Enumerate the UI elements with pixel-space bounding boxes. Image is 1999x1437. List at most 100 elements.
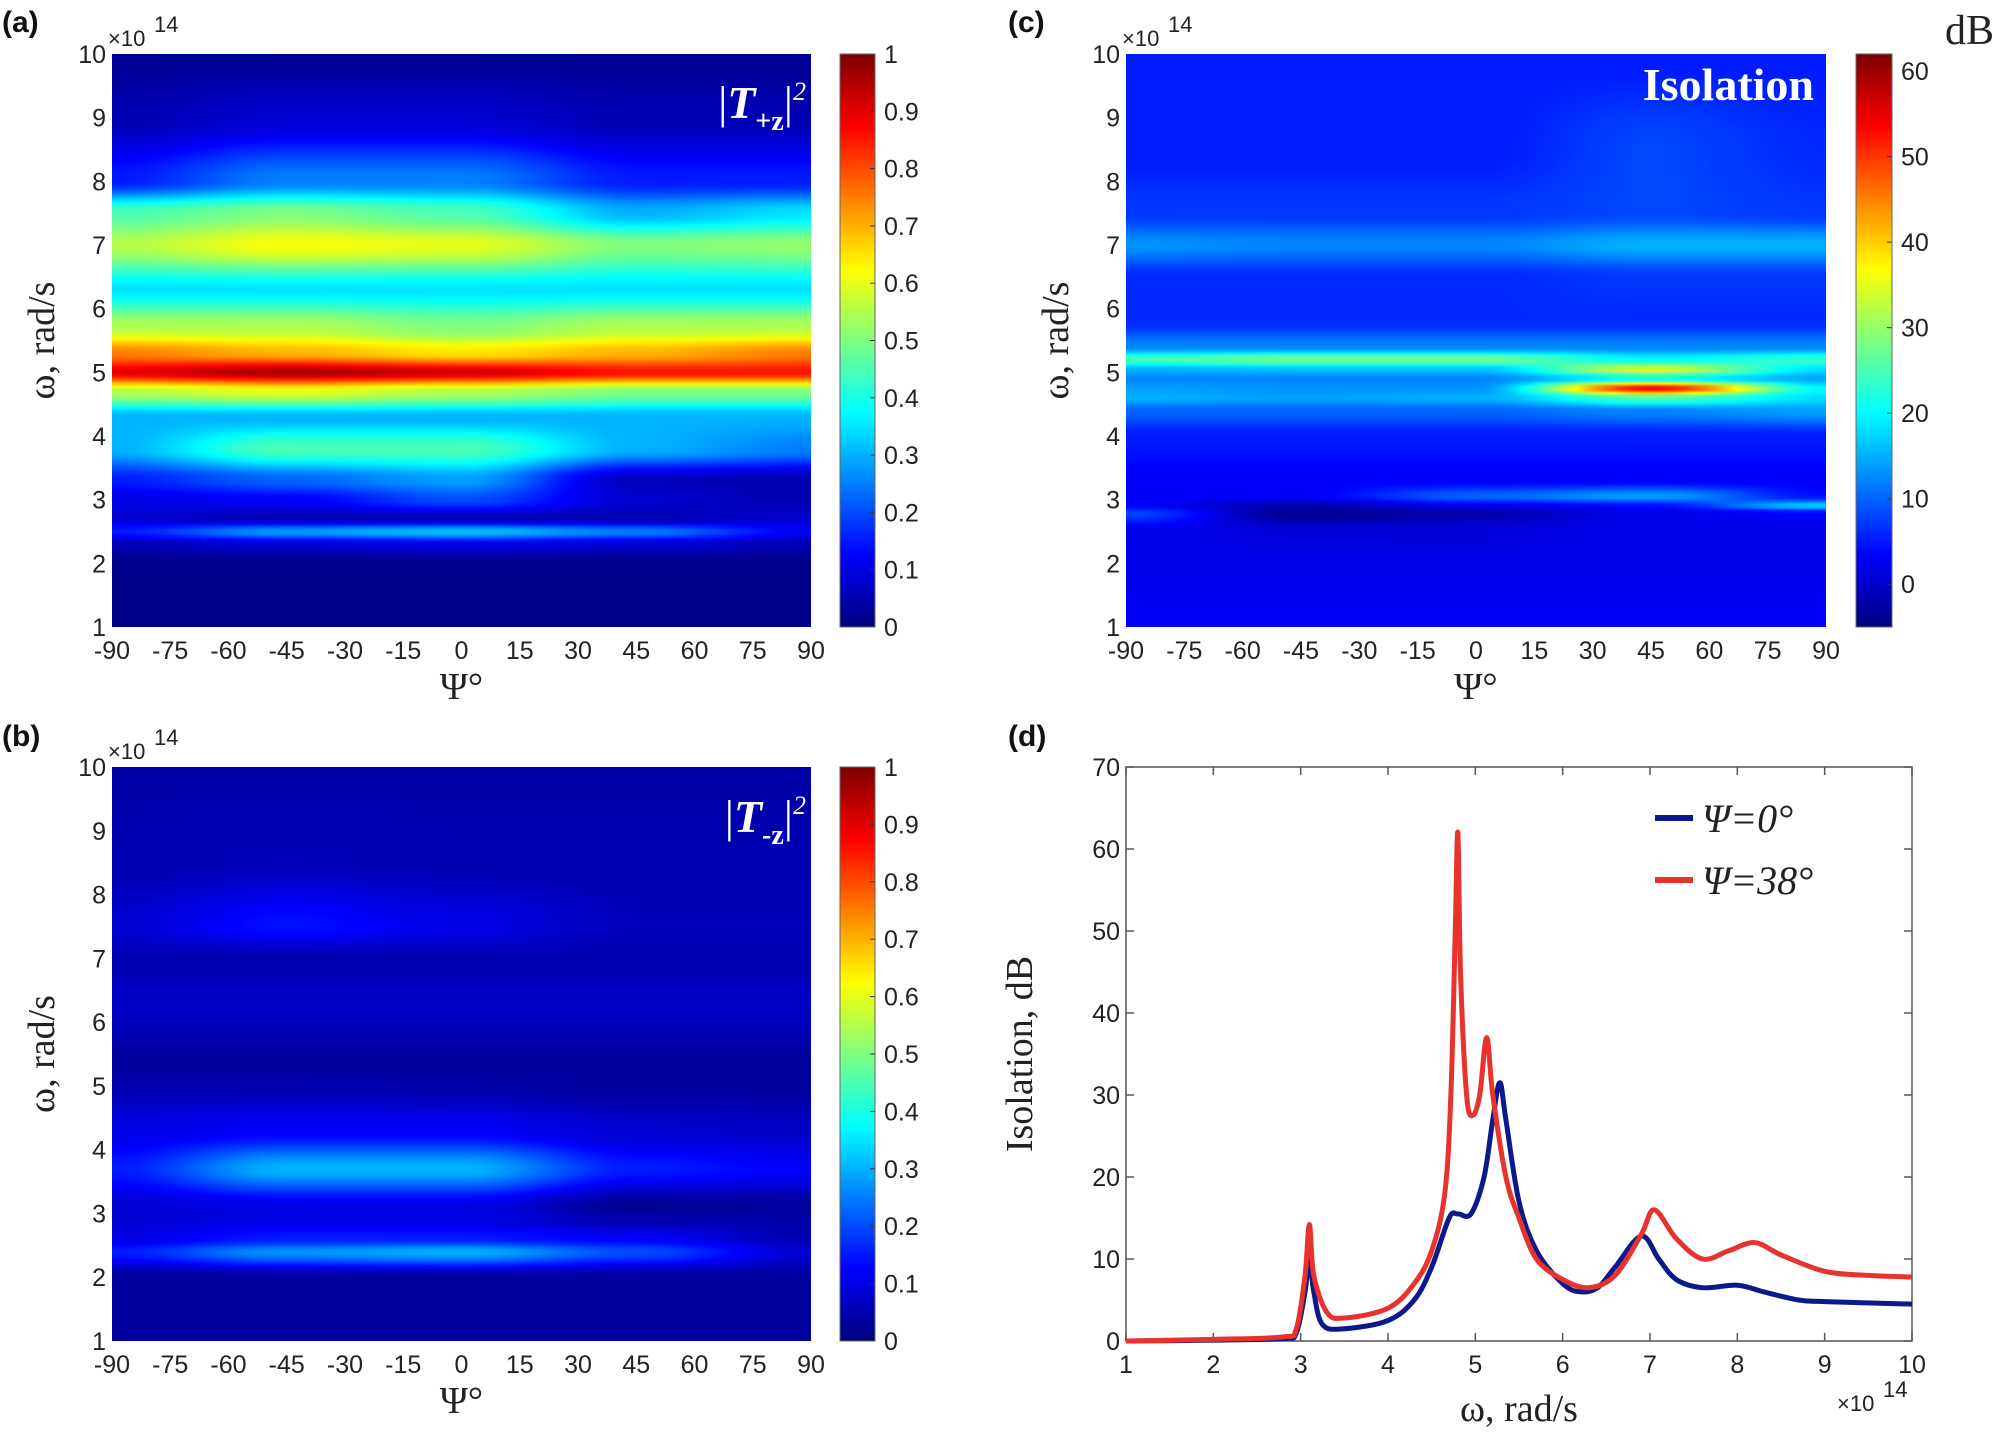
legend-label-psi38: Ψ=38° [1702,858,1813,903]
y-tick-label: 60 [1092,836,1120,864]
y-tick-label: 6 [1106,296,1120,324]
abs-bar: | [784,77,793,128]
x-tick-label: 5 [1468,1351,1482,1379]
colorbar-b [840,767,875,1341]
x-tick-label: 30 [564,1351,592,1379]
y-axis-label: ω, rad/s [21,995,63,1113]
x-tick-label: -60 [1225,637,1261,665]
x-tick-label: 60 [681,1351,709,1379]
colorbar-tick-label: 0.2 [884,499,919,527]
y-axis-label: ω, rad/s [21,282,63,400]
y-tick-label: 50 [1092,918,1120,946]
x-tick-label: 6 [1556,1351,1570,1379]
y-tick-label: 10 [1092,41,1120,69]
panel-label-d: (d) [1008,720,1046,753]
panel-label-c: (c) [1008,6,1045,39]
colorbar-tick-label: 1 [884,41,898,69]
y-axis-multiplier: ×10 [108,26,145,51]
y-tick-label: 1 [92,1328,106,1356]
x-tick-label: 45 [622,637,650,665]
y-tick-label: 7 [92,945,106,973]
x-tick-label: -45 [1283,637,1319,665]
abs-bar: | [718,77,727,128]
x-tick-label: -30 [1341,637,1377,665]
x-tick-label: 45 [622,1351,650,1379]
y-tick-label: 6 [92,1009,106,1037]
abs-bar: | [725,791,734,842]
legend: Ψ=0° Ψ=38° [1655,796,1813,903]
x-tick-label: 0 [1469,637,1483,665]
y-tick-label: 10 [1092,1246,1120,1274]
y-tick-label: 70 [1092,754,1120,782]
colorbar-tick-label: 50 [1901,144,1929,172]
x-tick-label: 10 [1898,1351,1926,1379]
x-tick-label: 3 [1294,1351,1308,1379]
y-axis-multiplier: ×10 [108,739,145,764]
x-axis-multiplier-exponent: 14 [1883,1377,1907,1402]
annotation-sup: 2 [793,77,806,106]
colorbar-tick-label: 30 [1901,315,1929,343]
annotation-a: |T+z|2 [718,77,806,137]
x-tick-label: 7 [1643,1351,1657,1379]
x-axis-label: Ψ° [440,666,483,708]
y-tick-label: 8 [92,168,106,196]
colorbar-tick-label: 0.8 [884,156,919,184]
colorbar-tick-label: 0.8 [884,869,919,897]
x-tick-label: -45 [269,1351,305,1379]
y-tick-label: 4 [92,423,106,451]
y-axis-multiplier-exponent: 14 [1168,12,1192,37]
annotation-sub: +z [755,106,783,137]
y-tick-label: 10 [78,754,106,782]
x-tick-label: -90 [94,1351,130,1379]
colorbar-tick-label: 0.4 [884,385,919,413]
y-tick-label: 10 [78,41,106,69]
x-tick-label: -45 [269,637,305,665]
y-tick-label: 3 [92,487,106,515]
plot-frame-c [1126,54,1826,627]
heatmap-c [1126,54,1826,627]
x-tick-label: 75 [739,637,767,665]
annotation-sup: 2 [793,791,806,820]
x-tick-label: 8 [1730,1351,1744,1379]
panel-label-b: (b) [2,720,40,753]
x-axis-label: ω, rad/s [1460,1388,1578,1430]
y-tick-label: 7 [92,232,106,260]
annotation-sub: -z [762,820,784,851]
y-tick-label: 40 [1092,1000,1120,1028]
colorbar-tick-label: 60 [1901,58,1929,86]
colorbar-tick-label: 0.7 [884,213,919,241]
y-tick-label: 5 [92,1073,106,1101]
x-tick-label: 75 [1754,637,1782,665]
x-tick-label: -30 [327,1351,363,1379]
x-axis-label: Ψ° [440,1380,483,1422]
colorbar-tick-label: 0.7 [884,926,919,954]
y-tick-label: 2 [92,1264,106,1292]
x-tick-label: 90 [797,637,825,665]
y-tick-label: 9 [92,105,106,133]
colorbar-tick-label: 0 [884,1328,898,1356]
colorbar-tick-label: 0.6 [884,984,919,1012]
y-tick-label: 1 [1106,614,1120,642]
x-tick-label: 15 [1520,637,1548,665]
colorbar-tick-label: 0 [1901,571,1915,599]
x-tick-label: 60 [1695,637,1723,665]
x-tick-label: 9 [1818,1351,1832,1379]
x-tick-label: 15 [506,1351,534,1379]
x-axis-multiplier: ×10 [1837,1391,1874,1416]
y-tick-label: 6 [92,296,106,324]
x-tick-label: -90 [94,637,130,665]
legend-label-psi0: Ψ=0° [1702,796,1793,841]
colorbar-frame-c [1855,53,1893,628]
x-tick-label: 1 [1119,1351,1133,1379]
plot-frame-a [112,54,811,627]
y-tick-label: 5 [92,359,106,387]
colorbar-tick-label: 10 [1901,486,1929,514]
plot-frame-d [1125,766,1913,1342]
y-axis-multiplier-exponent: 14 [154,12,178,37]
heatmap-a [112,54,811,627]
colorbar-tick-label: 0.5 [884,1041,919,1069]
series-line-psi38 [1125,829,1913,1344]
annotation-c: Isolation [1643,59,1814,110]
y-tick-label: 3 [1106,487,1120,515]
